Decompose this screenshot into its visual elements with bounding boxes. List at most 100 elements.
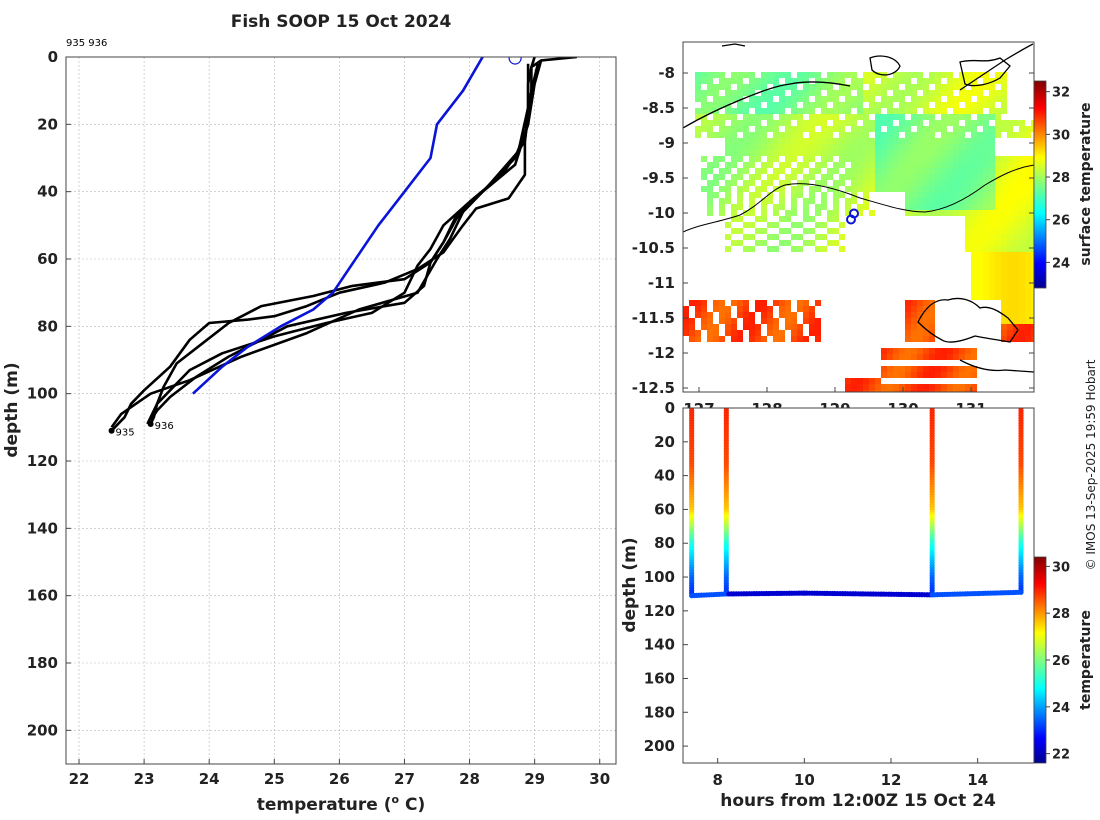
sst-cell — [785, 78, 791, 84]
sst-cell — [803, 228, 809, 234]
sst-cell — [851, 384, 857, 390]
sst-cell — [953, 156, 959, 162]
sst-cell — [1031, 156, 1034, 162]
sst-cell — [815, 132, 821, 138]
sst-cell — [701, 96, 707, 102]
sst-cell — [839, 144, 845, 150]
sst-cell — [689, 336, 695, 342]
sst-cell — [845, 384, 851, 390]
sst-cell — [965, 78, 971, 84]
sst-cell — [845, 198, 851, 204]
sst-cell — [743, 318, 749, 324]
sst-cell — [917, 210, 923, 216]
sst-cell — [1031, 240, 1034, 246]
sst-cell — [743, 186, 749, 192]
sst-cell — [797, 96, 803, 102]
profile-y-tick-label: 120 — [27, 452, 58, 470]
sst-cell — [833, 72, 839, 78]
sst-cell — [869, 150, 875, 156]
sst-cell — [713, 336, 719, 342]
sst-cell — [743, 162, 749, 168]
sst-cell — [833, 102, 839, 108]
sst-cell — [1025, 210, 1031, 216]
sst-cell — [857, 210, 863, 216]
sst-cell — [719, 120, 725, 126]
sst-cell — [929, 318, 935, 324]
sst-cell — [941, 138, 947, 144]
sst-cell — [911, 168, 917, 174]
sst-cell — [929, 120, 935, 126]
sst-cell — [977, 162, 983, 168]
sst-cell — [821, 246, 827, 252]
sst-cell — [1007, 168, 1013, 174]
sst-cell — [1013, 162, 1019, 168]
sst-cell — [905, 198, 911, 204]
sst-cell — [791, 114, 797, 120]
sst-cell — [749, 180, 755, 186]
sst-cell — [941, 126, 947, 132]
sst-cell — [941, 144, 947, 150]
sst-cell — [965, 114, 971, 120]
sst-cell — [947, 96, 953, 102]
sst-cell — [959, 126, 965, 132]
sst-cell — [719, 174, 725, 180]
sst-cell — [893, 84, 899, 90]
sst-cell — [887, 84, 893, 90]
sst-cell — [731, 300, 737, 306]
sst-cell — [1031, 174, 1034, 180]
sst-cell — [971, 276, 977, 282]
sst-cell — [905, 390, 911, 392]
sst-cell — [821, 198, 827, 204]
sst-cell — [863, 120, 869, 126]
sst-cell — [1013, 174, 1019, 180]
sst-cell — [713, 102, 719, 108]
sst-cell — [905, 102, 911, 108]
sst-cell — [971, 240, 977, 246]
sst-cell — [1007, 282, 1013, 288]
sst-cell — [941, 150, 947, 156]
sst-cell — [905, 366, 911, 372]
sst-cell — [755, 174, 761, 180]
sst-cell — [965, 138, 971, 144]
sst-cell — [995, 78, 1001, 84]
sst-cell — [725, 306, 731, 312]
sst-cell — [947, 198, 953, 204]
sst-cell — [1001, 330, 1007, 336]
sst-cell — [947, 186, 953, 192]
sst-cell — [803, 126, 809, 132]
sst-cell — [911, 312, 917, 318]
sst-cell — [1019, 324, 1025, 330]
sst-cell — [905, 306, 911, 312]
sst-cell — [917, 162, 923, 168]
sst-cell — [983, 132, 989, 138]
sst-cell — [965, 240, 971, 246]
sst-cell — [845, 150, 851, 156]
sst-cell — [851, 150, 857, 156]
sst-cell — [887, 354, 893, 360]
sst-cell — [737, 306, 743, 312]
sst-cell — [749, 114, 755, 120]
sst-cell — [1031, 180, 1034, 186]
sst-cell — [941, 384, 947, 390]
sst-cell — [977, 288, 983, 294]
sst-cell — [977, 282, 983, 288]
sst-cell — [707, 72, 713, 78]
sst-cell — [983, 294, 989, 300]
sst-cell — [905, 180, 911, 186]
sst-cell — [923, 78, 929, 84]
sst-cell — [869, 78, 875, 84]
sst-cell — [983, 228, 989, 234]
sst-cell — [851, 198, 857, 204]
sst-cell — [779, 192, 785, 198]
sst-cell — [923, 102, 929, 108]
sst-cell — [995, 126, 1001, 132]
sst-cell — [1001, 72, 1007, 78]
sst-cell — [815, 144, 821, 150]
sst-cell — [923, 192, 929, 198]
sst-cell — [887, 174, 893, 180]
sst-cell — [929, 132, 935, 138]
sst-cell — [959, 168, 965, 174]
